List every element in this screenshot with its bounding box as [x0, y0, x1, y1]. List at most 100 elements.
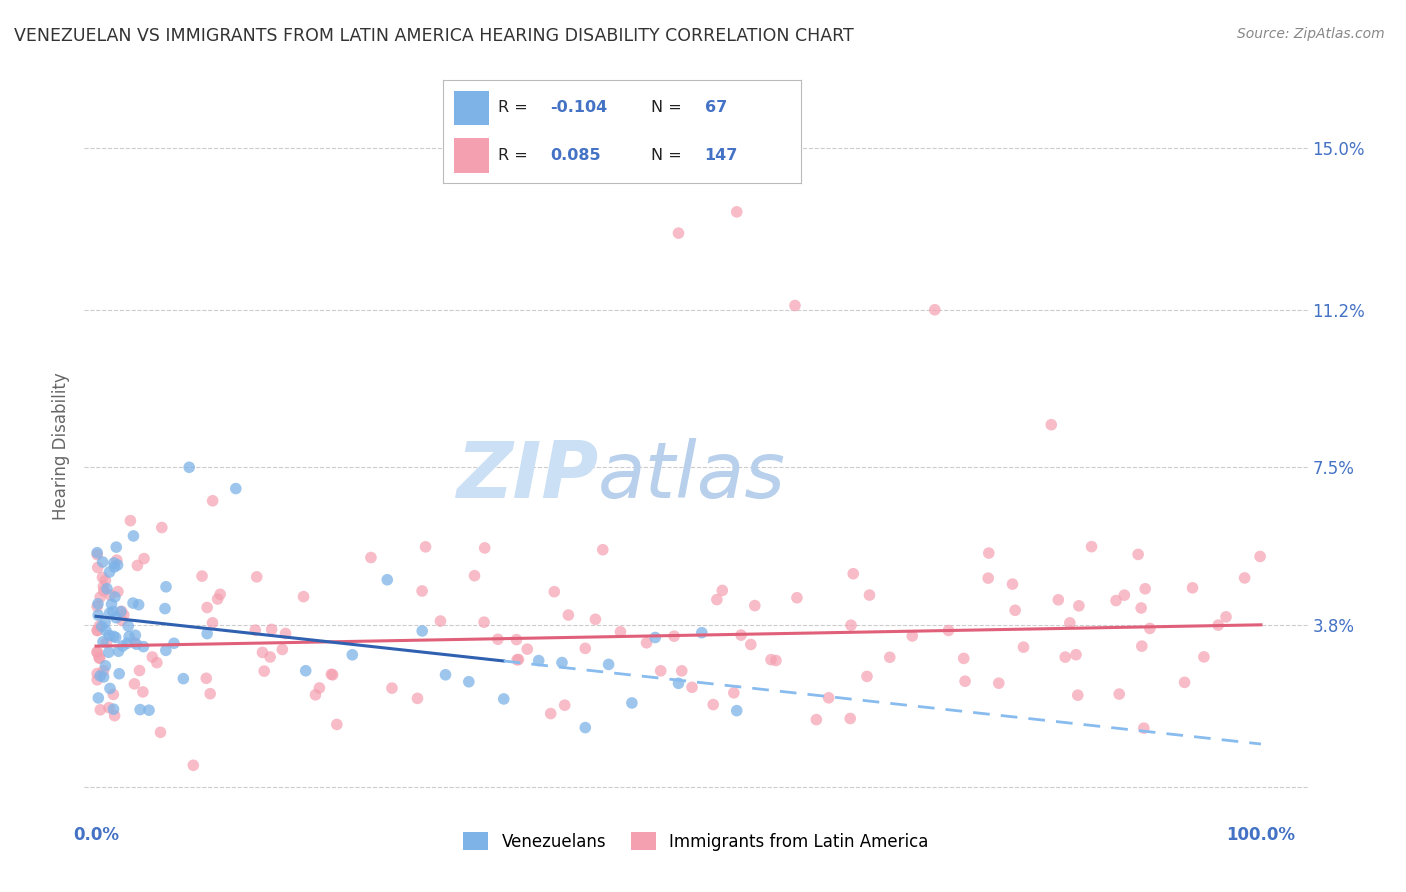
Point [977, 571, 1000, 585]
Text: 147: 147 [704, 148, 738, 162]
Point [740, 638, 762, 652]
Point [209, 587, 232, 601]
Point [506, 653, 529, 667]
Point [901, 629, 924, 643]
Point [86, 666, 108, 681]
Point [117, 619, 139, 633]
Point [110, 605, 132, 619]
Point [668, 226, 690, 240]
Point [195, 600, 218, 615]
Point [406, 691, 429, 706]
Point [817, 690, 839, 705]
Point [86, 599, 108, 614]
Text: atlas: atlas [598, 438, 786, 514]
Point [105, 611, 128, 625]
Point [132, 685, 155, 699]
Point [86, 624, 108, 638]
Point [527, 654, 550, 668]
Bar [454, 137, 489, 173]
Point [93, 670, 115, 684]
Point [124, 677, 146, 691]
Point [294, 664, 316, 678]
Point [1174, 675, 1197, 690]
Point [1139, 622, 1161, 636]
Point [103, 560, 125, 574]
Point [138, 703, 160, 717]
Point [690, 625, 713, 640]
Point [141, 650, 163, 665]
Point [952, 651, 974, 665]
Text: N =: N = [651, 148, 682, 162]
Point [120, 514, 142, 528]
Point [598, 657, 620, 672]
Point [132, 640, 155, 654]
Point [93, 579, 115, 593]
Point [415, 540, 437, 554]
Point [786, 591, 808, 605]
Point [245, 623, 267, 637]
Point [636, 636, 658, 650]
Point [783, 298, 806, 313]
Point [574, 721, 596, 735]
Point [89, 703, 111, 717]
Point [644, 631, 666, 645]
Text: VENEZUELAN VS IMMIGRANTS FROM LATIN AMERICA HEARING DISABILITY CORRELATION CHART: VENEZUELAN VS IMMIGRANTS FROM LATIN AMER… [14, 27, 853, 45]
Point [1001, 577, 1024, 591]
Point [105, 540, 128, 554]
Point [98, 588, 121, 602]
Point [987, 676, 1010, 690]
Point [1192, 649, 1215, 664]
Point [104, 708, 127, 723]
Point [146, 656, 169, 670]
Point [195, 671, 218, 685]
Point [668, 676, 690, 690]
Point [90, 619, 112, 633]
Point [1130, 639, 1153, 653]
Point [375, 573, 398, 587]
Point [128, 598, 150, 612]
Point [89, 651, 111, 665]
Point [1040, 417, 1063, 432]
Point [91, 570, 114, 584]
Legend: Venezuelans, Immigrants from Latin America: Venezuelans, Immigrants from Latin Ameri… [457, 826, 935, 857]
Point [127, 558, 149, 573]
Point [98, 606, 121, 620]
Point [360, 550, 382, 565]
Text: -0.104: -0.104 [551, 101, 607, 115]
Point [574, 641, 596, 656]
Point [1067, 688, 1090, 702]
Point [105, 553, 128, 567]
Point [101, 605, 124, 619]
Point [1126, 548, 1149, 562]
Point [115, 636, 138, 650]
Point [122, 529, 145, 543]
Point [103, 556, 125, 570]
Point [179, 460, 201, 475]
Point [103, 702, 125, 716]
Y-axis label: Hearing Disability: Hearing Disability [52, 372, 70, 520]
Point [839, 618, 862, 632]
Point [89, 619, 111, 633]
Point [253, 664, 276, 678]
Point [1004, 603, 1026, 617]
Point [207, 591, 229, 606]
Point [765, 653, 787, 667]
Point [806, 713, 828, 727]
Point [977, 546, 1000, 560]
Point [97, 645, 120, 659]
Point [96, 635, 118, 649]
Point [723, 686, 745, 700]
Point [744, 599, 766, 613]
Point [457, 674, 479, 689]
Point [87, 608, 110, 623]
Point [474, 541, 496, 555]
Point [620, 696, 643, 710]
Point [124, 636, 146, 650]
Point [129, 703, 152, 717]
Point [1108, 687, 1130, 701]
Point [94, 574, 117, 588]
Point [322, 668, 344, 682]
Point [759, 653, 782, 667]
Point [342, 648, 364, 662]
Point [252, 645, 274, 659]
